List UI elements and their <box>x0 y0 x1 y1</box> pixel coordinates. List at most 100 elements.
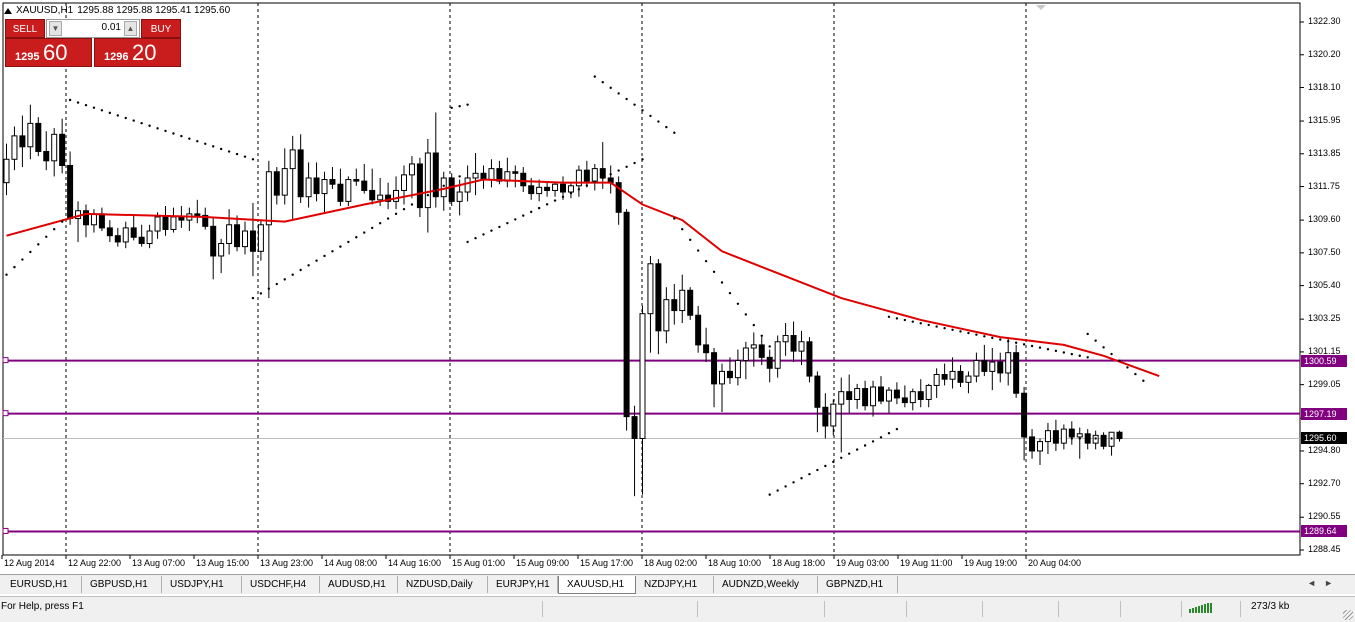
candle-bullish[interactable] <box>679 289 686 312</box>
lot-decrease-arrow-icon[interactable]: ▼ <box>49 21 62 36</box>
tab-nzdusd-daily[interactable]: NZDUSD,Daily <box>398 576 488 593</box>
moving-average-line[interactable] <box>6 178 1160 378</box>
candle-bearish[interactable] <box>814 375 821 408</box>
candle-bullish[interactable] <box>154 216 161 232</box>
candle-bullish[interactable] <box>345 179 352 202</box>
candle-bullish[interactable] <box>408 163 415 176</box>
candle-bearish[interactable] <box>893 389 900 399</box>
candle-bearish[interactable] <box>385 194 392 202</box>
candle-bearish[interactable] <box>758 344 765 358</box>
candle-bullish[interactable] <box>830 403 837 427</box>
candle-bullish[interactable] <box>3 158 10 184</box>
candle-bullish[interactable] <box>424 152 431 209</box>
candle-bearish[interactable] <box>249 230 256 252</box>
candle-bearish[interactable] <box>806 341 813 377</box>
candle-bullish[interactable] <box>536 186 543 195</box>
candle-bullish[interactable] <box>472 172 479 179</box>
candle-bearish[interactable] <box>138 236 145 244</box>
tab-xauusd-h1[interactable]: XAUUSD,H1 <box>558 576 636 594</box>
candle-bearish[interactable] <box>273 171 280 196</box>
candle-bearish[interactable] <box>67 165 74 220</box>
tab-audusd-h1[interactable]: AUDUSD,H1 <box>320 576 398 593</box>
candle-bearish[interactable] <box>210 225 217 257</box>
line-anchor-handle[interactable] <box>2 527 9 534</box>
candle-bearish[interactable] <box>766 356 773 369</box>
candle-bullish[interactable] <box>51 133 58 162</box>
candle-bearish[interactable] <box>202 214 209 227</box>
candle-bearish[interactable] <box>615 182 622 213</box>
candle-bearish[interactable] <box>822 406 829 427</box>
candle-bullish[interactable] <box>552 183 559 191</box>
tab-scroll-arrows-icon[interactable]: ◄► <box>1307 578 1341 588</box>
candle-bearish[interactable] <box>599 168 606 179</box>
candle-bearish[interactable] <box>369 189 376 201</box>
candle-bearish[interactable] <box>726 370 733 379</box>
candle-bearish[interactable] <box>43 150 50 162</box>
tab-usdchf-h4[interactable]: USDCHF,H4 <box>242 576 320 593</box>
candle-bearish[interactable] <box>941 374 948 380</box>
candle-bullish[interactable] <box>289 149 296 170</box>
candle-bullish[interactable] <box>949 370 956 380</box>
candle-bullish[interactable] <box>170 216 177 230</box>
candle-bearish[interactable] <box>162 216 169 230</box>
candle-bearish[interactable] <box>997 361 1004 374</box>
candle-bullish[interactable] <box>567 185 574 193</box>
candle-bullish[interactable] <box>257 224 264 252</box>
candle-bullish[interactable] <box>719 370 725 385</box>
candle-bearish[interactable] <box>687 289 694 316</box>
candle-bearish[interactable] <box>432 152 439 198</box>
line-anchor-handle[interactable] <box>2 357 9 364</box>
candle-bearish[interactable] <box>1052 430 1059 444</box>
candle-bearish[interactable] <box>655 263 662 332</box>
candle-bearish[interactable] <box>1029 436 1036 452</box>
candle-bullish[interactable] <box>575 169 582 187</box>
candle-bullish[interactable] <box>265 171 272 226</box>
candle-bullish[interactable] <box>933 374 940 386</box>
candle-bearish[interactable] <box>353 179 360 182</box>
lot-increase-arrow-icon[interactable]: ▲ <box>124 21 137 36</box>
candle-bullish[interactable] <box>965 375 972 383</box>
candle-bearish[interactable] <box>361 180 368 191</box>
candle-bullish[interactable] <box>321 179 328 195</box>
candle-bearish[interactable] <box>560 183 566 193</box>
candle-bullish[interactable] <box>488 168 495 181</box>
candle-bearish[interactable] <box>711 352 718 385</box>
candle-bullish[interactable] <box>742 347 749 361</box>
candle-bearish[interactable] <box>1100 434 1107 447</box>
candle-bullish[interactable] <box>146 230 153 244</box>
candle-bearish[interactable] <box>623 211 630 418</box>
candle-bullish[interactable] <box>226 224 233 244</box>
candle-bearish[interactable] <box>512 171 519 174</box>
candle-bullish[interactable] <box>305 177 312 198</box>
candle-bearish[interactable] <box>520 172 527 187</box>
candle-bearish[interactable] <box>631 416 638 439</box>
candle-bearish[interactable] <box>901 397 908 404</box>
candle-bearish[interactable] <box>59 133 66 167</box>
connection-bars-icon[interactable] <box>1189 603 1215 613</box>
candle-bearish[interactable] <box>35 122 42 152</box>
candle-bearish[interactable] <box>416 163 423 209</box>
candle-bearish[interactable] <box>98 213 105 229</box>
candle-bullish[interactable] <box>393 189 400 202</box>
candle-bearish[interactable] <box>178 216 185 221</box>
line-anchor-handle[interactable] <box>2 410 9 417</box>
sell-button[interactable]: SELL <box>5 19 45 38</box>
candle-bullish[interactable] <box>774 341 781 369</box>
candle-bullish[interactable] <box>1037 441 1043 452</box>
candle-bearish[interactable] <box>194 213 201 216</box>
candle-bearish[interactable] <box>130 227 137 238</box>
buy-price-button[interactable]: 1296 20 <box>94 38 181 67</box>
candle-bullish[interactable] <box>750 344 757 349</box>
candle-bullish[interactable] <box>27 122 34 148</box>
candle-bearish[interactable] <box>83 210 89 226</box>
candle-bullish[interactable] <box>218 242 225 257</box>
candle-bullish[interactable] <box>242 230 248 248</box>
candle-bullish[interactable] <box>663 299 670 332</box>
candle-bearish[interactable] <box>1013 352 1020 394</box>
candle-bullish[interactable] <box>647 263 654 315</box>
tab-usdjpy-h1[interactable]: USDJPY,H1 <box>162 576 242 593</box>
candle-bullish[interactable] <box>909 391 916 404</box>
candle-bearish[interactable] <box>337 183 344 202</box>
tab-gbpusd-h1[interactable]: GBPUSD,H1 <box>82 576 162 593</box>
candle-bearish[interactable] <box>957 370 964 383</box>
